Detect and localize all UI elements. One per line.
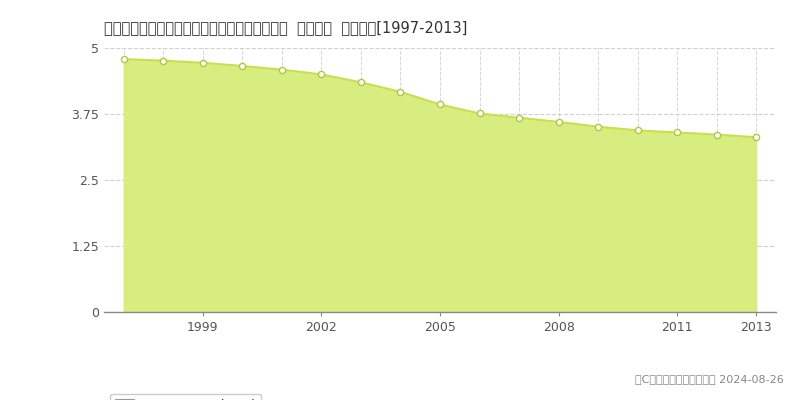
Point <box>118 56 130 62</box>
Point <box>236 63 249 69</box>
Point <box>750 134 762 140</box>
Point <box>197 60 210 66</box>
Point <box>592 124 605 130</box>
Point <box>275 66 288 73</box>
Point <box>670 129 683 136</box>
Text: （C）土地価格ドットコム 2024-08-26: （C）土地価格ドットコム 2024-08-26 <box>635 374 784 384</box>
Point <box>315 71 328 78</box>
Legend: 基準地価  平均坪単価(万円/坪): 基準地価 平均坪単価(万円/坪) <box>110 394 261 400</box>
Point <box>157 58 170 64</box>
Point <box>394 89 407 95</box>
Point <box>513 114 526 121</box>
Point <box>710 131 723 138</box>
Point <box>434 101 446 108</box>
Text: 福島県石川郡古殿町大字山上字宮前１７番１外  基準地価  地価推移[1997-2013]: 福島県石川郡古殿町大字山上字宮前１７番１外 基準地価 地価推移[1997-201… <box>104 20 467 35</box>
Point <box>473 110 486 117</box>
Point <box>552 119 565 125</box>
Point <box>631 127 644 134</box>
Point <box>354 79 367 86</box>
